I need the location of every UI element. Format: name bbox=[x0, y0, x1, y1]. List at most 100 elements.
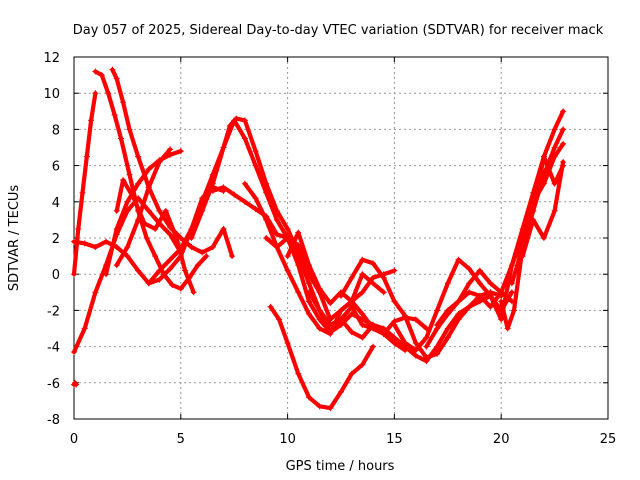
data-point bbox=[167, 265, 174, 272]
data-point bbox=[156, 267, 163, 274]
data-point bbox=[162, 207, 169, 214]
x-tick-label: 20 bbox=[493, 432, 510, 447]
data-point bbox=[81, 325, 88, 332]
data-point bbox=[113, 225, 120, 232]
data-point bbox=[156, 207, 163, 214]
data-point bbox=[327, 405, 334, 412]
x-tick-label: 5 bbox=[177, 432, 185, 447]
data-point bbox=[476, 267, 483, 274]
series-line bbox=[242, 181, 386, 336]
data-point bbox=[79, 189, 86, 196]
x-tick-label: 15 bbox=[386, 432, 403, 447]
data-point bbox=[412, 347, 419, 354]
data-point bbox=[156, 276, 163, 283]
y-tick-label: 8 bbox=[52, 123, 60, 138]
data-point bbox=[113, 244, 120, 251]
data-point bbox=[508, 289, 515, 296]
series-track-16 bbox=[284, 229, 430, 337]
data-point bbox=[359, 361, 366, 368]
data-point bbox=[434, 307, 441, 314]
series-line bbox=[392, 257, 514, 353]
data-point bbox=[508, 262, 515, 269]
data-point bbox=[135, 180, 142, 187]
y-tick-label: 6 bbox=[52, 160, 60, 175]
data-point bbox=[145, 184, 152, 191]
data-point bbox=[120, 99, 127, 106]
data-point bbox=[402, 312, 409, 319]
data-point bbox=[487, 280, 494, 287]
data-point bbox=[241, 117, 248, 124]
data-point bbox=[476, 280, 483, 287]
data-point bbox=[152, 225, 159, 232]
data-point bbox=[466, 303, 473, 310]
data-point bbox=[188, 235, 195, 241]
series-line bbox=[285, 230, 429, 336]
data-point bbox=[444, 307, 451, 314]
data-point bbox=[560, 140, 567, 147]
data-point bbox=[434, 350, 441, 357]
data-point bbox=[487, 292, 494, 299]
data-point bbox=[173, 235, 180, 241]
data-point bbox=[284, 253, 291, 260]
data-point bbox=[135, 267, 142, 274]
data-point bbox=[241, 198, 248, 205]
data-point bbox=[338, 292, 344, 299]
data-point bbox=[284, 225, 291, 232]
series-track-17 bbox=[305, 289, 409, 354]
series-line bbox=[114, 147, 173, 268]
series-line bbox=[110, 67, 235, 259]
data-point bbox=[135, 153, 142, 160]
data-point bbox=[391, 339, 398, 346]
data-point bbox=[241, 180, 248, 187]
series-track-8 bbox=[113, 146, 174, 269]
data-point bbox=[348, 370, 355, 377]
data-point bbox=[252, 148, 259, 155]
data-point bbox=[167, 256, 174, 263]
data-point bbox=[316, 307, 323, 314]
x-axis-label: GPS time / hours bbox=[286, 459, 395, 474]
data-point bbox=[209, 180, 216, 187]
series-track-5 bbox=[92, 68, 210, 292]
series-line bbox=[509, 154, 566, 286]
data-point bbox=[92, 90, 99, 97]
data-point bbox=[71, 271, 77, 278]
data-point bbox=[359, 311, 366, 318]
data-point bbox=[113, 262, 120, 269]
data-point bbox=[391, 267, 398, 274]
data-point bbox=[167, 231, 174, 238]
data-point bbox=[359, 271, 366, 278]
data-point bbox=[167, 146, 174, 153]
data-point bbox=[476, 298, 483, 305]
data-point bbox=[348, 274, 355, 281]
data-point bbox=[124, 244, 131, 251]
data-point bbox=[71, 238, 77, 245]
data-point bbox=[338, 321, 344, 328]
series-line bbox=[210, 185, 376, 335]
data-point bbox=[423, 343, 430, 350]
data-point bbox=[530, 207, 537, 214]
data-point bbox=[209, 187, 216, 194]
data-point bbox=[455, 298, 462, 305]
data-point bbox=[152, 253, 159, 260]
data-point bbox=[348, 329, 355, 336]
data-point bbox=[231, 117, 238, 124]
data-point bbox=[338, 388, 344, 395]
data-point bbox=[295, 229, 302, 236]
data-point bbox=[103, 271, 110, 278]
data-point bbox=[370, 321, 377, 328]
data-point bbox=[444, 280, 451, 287]
data-point bbox=[444, 325, 451, 332]
data-point bbox=[560, 158, 567, 165]
data-point bbox=[305, 280, 312, 287]
data-point bbox=[305, 298, 312, 305]
data-point bbox=[284, 235, 291, 241]
data-point bbox=[359, 334, 366, 341]
data-point bbox=[412, 316, 419, 323]
data-point bbox=[370, 274, 377, 281]
data-point bbox=[177, 148, 184, 155]
data-point bbox=[252, 195, 259, 202]
data-point bbox=[327, 300, 334, 307]
data-point bbox=[126, 126, 133, 133]
y-tick-label: 0 bbox=[52, 268, 60, 283]
y-tick-label: -8 bbox=[47, 413, 60, 428]
